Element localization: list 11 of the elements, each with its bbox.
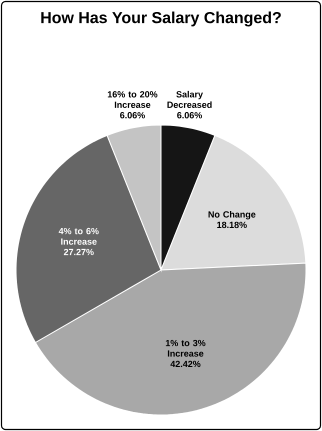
data-label: 6.06% [177, 112, 202, 118]
data-label: 27.27% [64, 248, 94, 256]
slice-label: 1% to 3% Increase [166, 340, 206, 357]
chart-title: How Has Your Salary Changed? [41, 12, 281, 26]
data-label: 42.42% [170, 360, 200, 368]
data-label: 6.06% [120, 112, 145, 118]
slice-label: 16% to 20% Increase [108, 91, 158, 108]
slice-label: 4% to 6% Increase [58, 228, 99, 245]
data-label: 18.18% [217, 222, 247, 228]
slice-label: Salary Decreased [167, 90, 212, 108]
slice-label: No Change [208, 211, 256, 220]
